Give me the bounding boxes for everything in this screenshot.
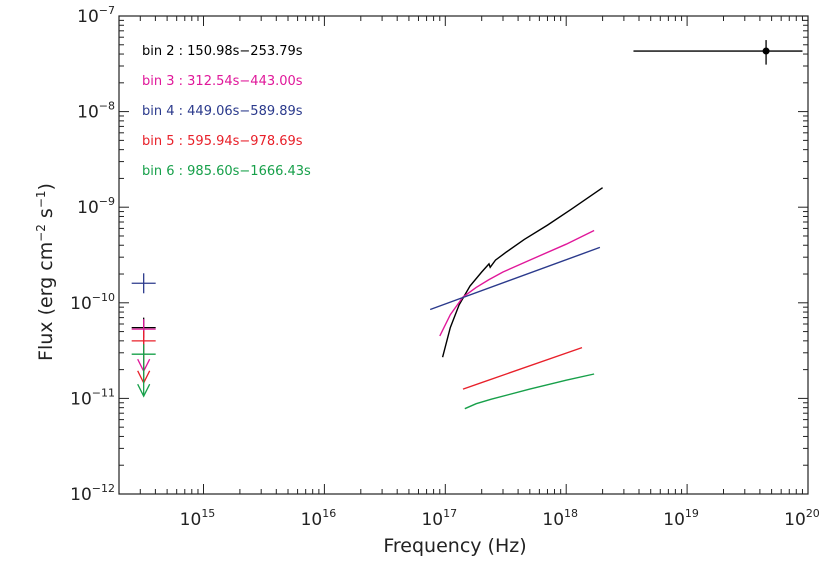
y-tick-labels: 10−12 10−11 10−10 10−9 10−8 10−7 [70,4,115,505]
legend-entry-bin-3: bin 3 : 312.54s−443.00s [142,74,303,89]
series-lines [429,187,603,410]
x-tick-label: 1017 [421,507,457,530]
series-line-2 [441,187,603,358]
x-tick-labels: 1015 1016 1017 1018 1019 1020 [180,507,820,530]
x-tick-label: 1016 [301,507,337,530]
legend-entry-bin-6: bin 6 : 985.60s−1666.43s [142,164,311,179]
y-axis-title-post: ) [35,183,57,190]
tick-marks [118,16,808,495]
y-tick-label: 10−8 [77,100,115,123]
x-tick-label: 1018 [542,507,578,530]
y-axis-title: Flux (erg cm−2 s−1) [34,183,57,361]
legend-entry-bin-4: bin 4 : 449.06s−589.89s [142,104,303,119]
y-axis-title-mid: s [35,208,57,224]
series-line-5 [462,346,583,390]
y-tick-label: 10−11 [70,386,115,409]
x-tick-label: 1015 [180,507,216,530]
data-points [131,40,803,398]
plot-frame [118,15,809,495]
legend-entry-bin-2: bin 2 : 150.98s−253.79s [142,44,303,59]
y-tick-label: 10−9 [77,195,115,218]
y-axis-title-exp1: −2 [34,224,48,242]
y-tick-label: 10−10 [70,291,115,314]
axes [118,15,809,495]
xray-point [762,47,770,55]
x-tick-label: 1020 [784,507,820,530]
y-tick-label: 10−12 [70,482,115,505]
x-tick-label: 1019 [663,507,699,530]
y-axis-title-pre: Flux (erg cm [35,242,57,361]
y-tick-label: 10−7 [77,4,115,27]
x-axis-title: Frequency (Hz) [383,535,526,557]
legend: bin 2 : 150.98s−253.79s bin 3 : 312.54s−4… [142,44,311,179]
legend-entry-bin-5: bin 5 : 595.94s−978.69s [142,134,303,149]
upper-limit-arrow [137,383,151,398]
y-axis-title-exp2: −1 [34,190,48,208]
series-line-6 [464,373,595,410]
series-line-3 [439,229,595,337]
series-line-4 [429,246,601,311]
